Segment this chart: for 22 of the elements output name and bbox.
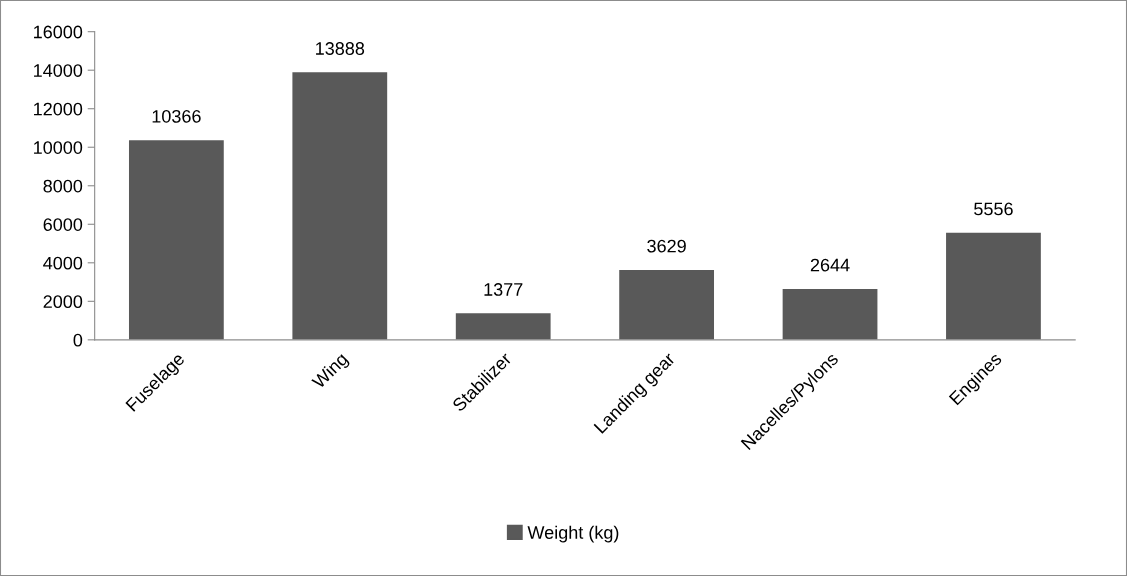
y-tick-label: 2000	[43, 295, 83, 309]
y-tick-label: 8000	[43, 179, 83, 193]
bar	[946, 232, 1041, 340]
y-tick-label: 16000	[34, 25, 83, 39]
data-label: 3629	[647, 239, 686, 253]
bar	[292, 72, 388, 340]
data-label: 13888	[316, 42, 365, 55]
y-tick-label: 14000	[34, 64, 83, 77]
data-label: 2644	[810, 258, 850, 272]
data-label: 5556	[974, 202, 1013, 216]
data-label: 1377	[484, 283, 523, 296]
y-tick-label: 4000	[43, 256, 83, 270]
bar	[455, 313, 551, 340]
y-tick-label: 0	[73, 333, 83, 347]
data-label: 10366	[152, 109, 201, 123]
bar	[619, 269, 715, 340]
bar	[128, 140, 224, 340]
legend-label: Weight (kg)	[527, 525, 619, 543]
bar	[782, 288, 878, 340]
y-tick-label: 6000	[43, 218, 83, 231]
y-tick-label: 10000	[34, 141, 83, 154]
y-tick-label: 12000	[34, 102, 83, 116]
